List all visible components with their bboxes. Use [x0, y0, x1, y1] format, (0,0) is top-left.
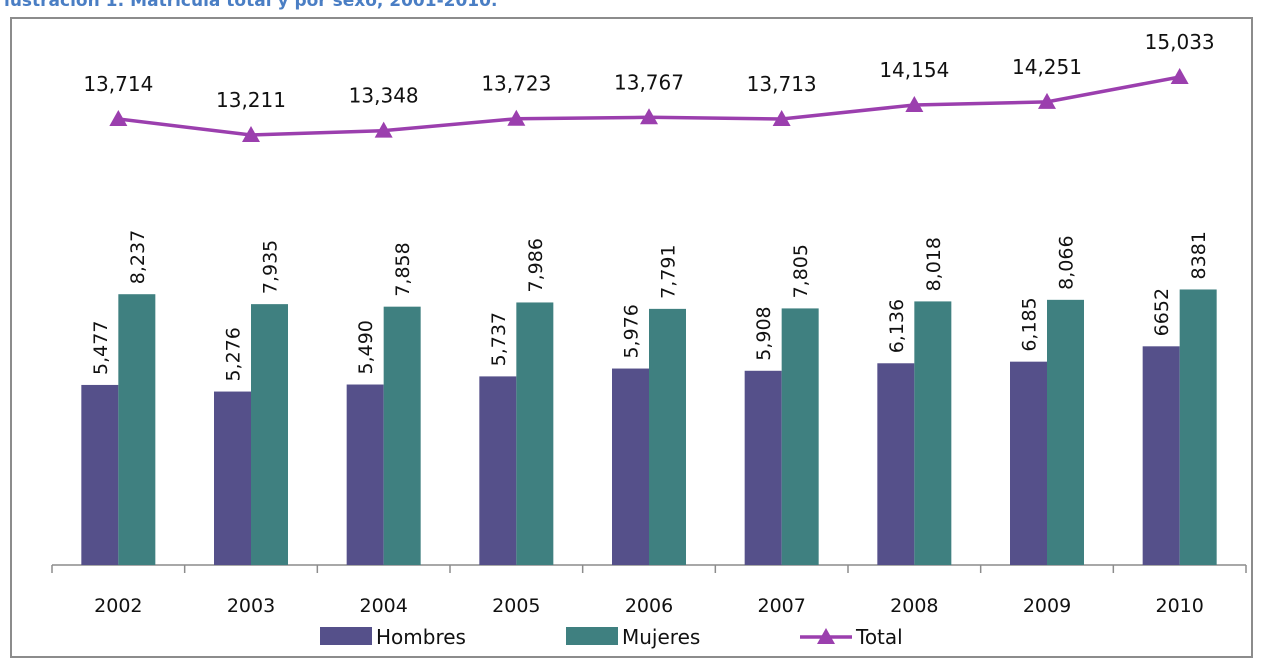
bar-mujeres [1179, 289, 1217, 565]
bar-mujeres [1047, 299, 1084, 565]
x-tick-label: 2004 [359, 595, 407, 617]
bar-mujeres [118, 294, 156, 565]
bar-label-hombres: 5,276 [223, 327, 245, 381]
bar-label-hombres: 5,490 [355, 320, 377, 374]
bar-label-mujeres: 8381 [1188, 231, 1210, 279]
bar-mujeres [251, 304, 288, 565]
total-value-label: 13,713 [747, 72, 817, 96]
x-tick-label: 2002 [94, 595, 142, 617]
total-marker [772, 110, 791, 127]
bar-label-mujeres: 8,018 [923, 237, 945, 291]
bar-hombres [346, 384, 384, 565]
bar-mujeres [649, 308, 686, 565]
bar-hombres [612, 368, 649, 565]
total-marker [640, 108, 658, 125]
total-value-label: 13,211 [216, 88, 286, 112]
bar-mujeres [383, 306, 421, 565]
bar-mujeres [781, 308, 819, 565]
total-marker [109, 109, 128, 126]
total-marker [507, 109, 526, 126]
total-value-label: 14,154 [879, 58, 949, 82]
x-tick-label: 2006 [625, 595, 673, 617]
bar-label-mujeres: 7,805 [790, 244, 812, 298]
bar-label-hombres: 5,737 [488, 312, 510, 366]
bar-label-mujeres: 8,237 [127, 230, 149, 284]
total-value-label: 13,723 [481, 72, 551, 96]
bar-hombres [479, 376, 517, 565]
bar-hombres [214, 391, 251, 565]
legend-label-total: Total [855, 625, 903, 649]
total-marker [905, 95, 924, 112]
bar-label-hombres: 6652 [1151, 288, 1173, 336]
total-value-label: 13,767 [614, 70, 684, 94]
bar-hombres [1142, 346, 1180, 565]
bar-hombres [1010, 361, 1047, 565]
bar-label-mujeres: 7,791 [658, 244, 680, 298]
bar-label-mujeres: 7,935 [260, 240, 282, 294]
x-tick-label: 2009 [1023, 595, 1071, 617]
bar-hombres [744, 370, 782, 565]
legend-marker-total [817, 628, 835, 644]
figure-caption: lustración 1: Matrícula total y por sexo… [4, 0, 498, 11]
bar-label-hombres: 5,908 [753, 306, 775, 360]
total-marker [1038, 92, 1056, 109]
legend-label-mujeres: Mujeres [622, 625, 700, 649]
legend-label-hombres: Hombres [376, 625, 466, 649]
bar-label-mujeres: 7,986 [525, 238, 547, 292]
bar-hombres [877, 363, 915, 565]
bar-label-hombres: 5,976 [621, 304, 643, 358]
total-value-label: 13,714 [83, 72, 153, 96]
bar-hombres [81, 384, 119, 565]
bar-label-hombres: 5,477 [90, 321, 112, 375]
x-tick-label: 2003 [227, 595, 275, 617]
total-value-label: 14,251 [1012, 55, 1082, 79]
legend-swatch-hombres [320, 627, 372, 645]
bar-label-hombres: 6,185 [1019, 297, 1041, 351]
total-marker [242, 126, 260, 142]
legend-swatch-mujeres [566, 627, 618, 645]
bar-label-mujeres: 8,066 [1056, 235, 1078, 289]
bar-mujeres [914, 301, 952, 565]
total-value-label: 13,348 [349, 84, 419, 108]
bar-label-mujeres: 7,858 [392, 242, 414, 296]
x-tick-label: 2010 [1155, 595, 1203, 617]
bar-label-hombres: 6,136 [886, 299, 908, 353]
x-tick-label: 2005 [492, 595, 540, 617]
x-tick-label: 2007 [757, 595, 805, 617]
total-value-label: 15,033 [1145, 30, 1215, 54]
x-tick-label: 2008 [890, 595, 938, 617]
bar-mujeres [516, 302, 554, 565]
total-marker [374, 121, 393, 138]
total-marker [1170, 68, 1189, 84]
